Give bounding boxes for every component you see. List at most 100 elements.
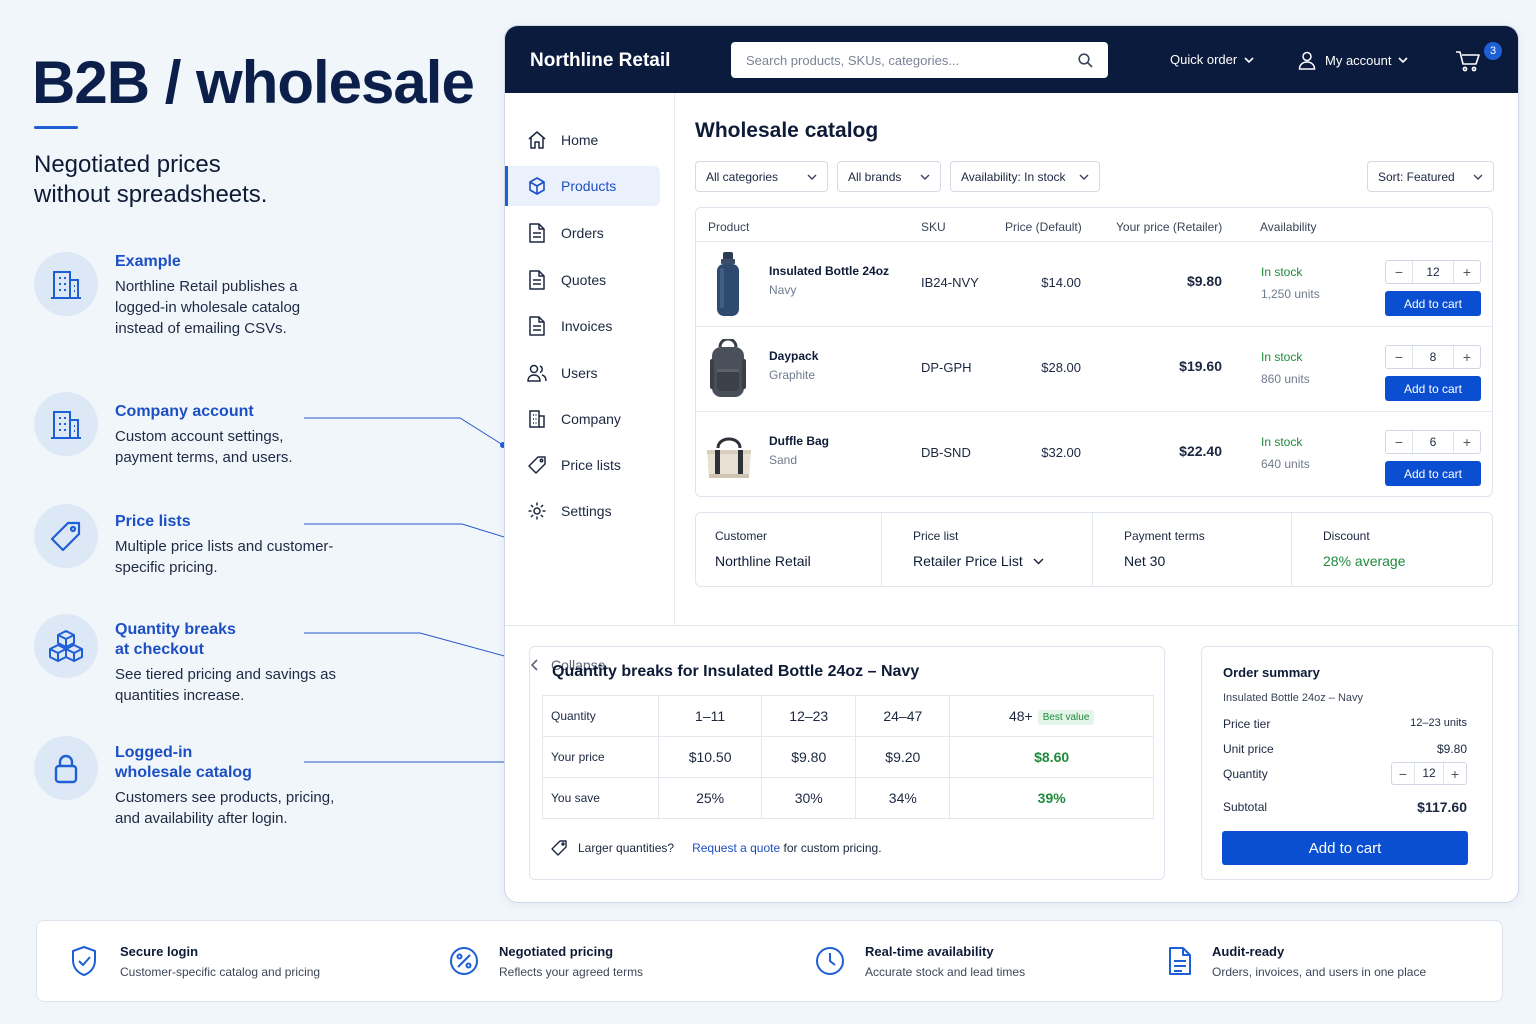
stock-status: In stock xyxy=(1261,350,1303,364)
sidebar-item-settings[interactable]: Settings xyxy=(505,491,660,531)
clock-icon xyxy=(815,946,845,976)
benefit-negotiated-pricing: Negotiated pricing Reflects your agreed t… xyxy=(449,921,643,1001)
quantity-breaks-table: Quantity 1–11 12–23 24–47 48+ Best value … xyxy=(542,695,1154,819)
column-header-availability: Availability xyxy=(1260,220,1317,234)
decrement-button[interactable]: − xyxy=(1394,434,1404,450)
increment-button[interactable]: + xyxy=(1462,349,1472,365)
add-to-cart-button[interactable]: Add to cart xyxy=(1222,831,1468,865)
filter-label: All brands xyxy=(848,169,902,184)
price-list-label: Price list xyxy=(913,529,959,543)
benefit-audit-ready: Audit-ready Orders, invoices, and users i… xyxy=(1168,921,1426,1001)
shield-check-icon xyxy=(70,945,98,977)
price-list-selector[interactable]: Price list Retailer Price List xyxy=(881,513,1092,586)
tag-icon xyxy=(527,455,547,475)
sort-label: Sort: Featured xyxy=(1378,169,1455,184)
hero-title: B2B / wholesale xyxy=(32,49,475,116)
table-row: You save 25% 30% 34% 39% xyxy=(542,777,1154,819)
savings-cell-best: 39% xyxy=(949,777,1154,819)
sidebar-item-quotes[interactable]: Quotes xyxy=(505,260,660,300)
quick-order-menu[interactable]: Quick order xyxy=(1170,52,1255,67)
price-cell-best: $8.60 xyxy=(949,736,1154,778)
add-to-cart-button[interactable]: Add to cart xyxy=(1385,291,1481,316)
decrement-button[interactable]: − xyxy=(1394,264,1404,280)
stock-units: 860 units xyxy=(1261,372,1310,386)
sidebar-item-label: Quotes xyxy=(561,272,607,288)
users-icon xyxy=(527,363,547,383)
percent-icon xyxy=(449,946,479,976)
account-info-bar: Customer Northline Retail Price list Ret… xyxy=(695,512,1493,587)
sidebar-item-home[interactable]: Home xyxy=(505,120,660,160)
user-icon xyxy=(1297,50,1317,70)
quote-note-suffix: for custom pricing. xyxy=(783,841,882,855)
decrement-button[interactable]: − xyxy=(1398,765,1408,782)
sidebar-item-price-lists[interactable]: Price lists xyxy=(505,445,660,485)
add-to-cart-button[interactable]: Add to cart xyxy=(1385,376,1481,401)
collapse-sidebar-button[interactable]: Collapse xyxy=(531,657,605,673)
feature-title: Logged-in xyxy=(115,744,193,761)
quantity-value[interactable]: 12 xyxy=(1412,261,1454,283)
increment-button[interactable]: + xyxy=(1450,765,1460,782)
quantity-value[interactable]: 6 xyxy=(1412,431,1454,453)
feature-body: Customers see products, pricing, and ava… xyxy=(115,789,335,827)
box-icon xyxy=(527,176,547,196)
category-filter-dropdown[interactable]: All categories xyxy=(695,161,828,192)
sidebar-item-users[interactable]: Users xyxy=(505,353,660,393)
search-input[interactable] xyxy=(731,42,1108,78)
product-name[interactable]: Duffle Bag xyxy=(769,434,829,448)
bottle-product-image xyxy=(708,250,748,318)
decrement-button[interactable]: − xyxy=(1394,349,1404,365)
payment-terms-label: Payment terms xyxy=(1124,529,1205,543)
price-row-label: Your price xyxy=(542,736,659,778)
discount-value: 28% average xyxy=(1323,553,1406,569)
product-name[interactable]: Insulated Bottle 24oz xyxy=(769,264,890,278)
quantity-value[interactable]: 8 xyxy=(1412,346,1454,368)
product-name[interactable]: Daypack xyxy=(769,349,819,363)
increment-button[interactable]: + xyxy=(1462,264,1472,280)
price-tier-row: Price tier 12–23 units xyxy=(1223,717,1467,731)
chevron-down-icon xyxy=(920,174,930,180)
my-account-label: My account xyxy=(1325,52,1392,68)
brand-filter-dropdown[interactable]: All brands xyxy=(837,161,941,192)
feature-company-account: Company account Custom account settings,… xyxy=(34,392,334,472)
sidebar-item-orders[interactable]: Orders xyxy=(505,213,660,253)
discount-label: Discount xyxy=(1323,529,1370,543)
feature-body: Northline Retail publishes a logged-in w… xyxy=(115,278,301,337)
tag-icon xyxy=(34,504,98,568)
sort-dropdown[interactable]: Sort: Featured xyxy=(1367,161,1494,192)
duffle-bag-product-image xyxy=(702,426,756,482)
sidebar-item-products[interactable]: Products xyxy=(505,166,660,206)
increment-button[interactable]: + xyxy=(1462,434,1472,450)
search-icon[interactable] xyxy=(1078,53,1093,68)
feature-title: Quantity breaks xyxy=(115,621,236,638)
product-sku: DB-SND xyxy=(921,445,971,460)
feature-body: Custom account settings, payment terms, … xyxy=(115,428,293,466)
product-variant: Navy xyxy=(769,283,797,297)
quantity-stepper: − 8 + xyxy=(1385,345,1481,369)
your-price: $19.60 xyxy=(1179,358,1222,374)
quantity-breaks-panel: Quantity breaks for Insulated Bottle 24o… xyxy=(529,646,1165,880)
hero-subtitle: Negotiated prices without spreadsheets. xyxy=(34,150,354,210)
hero-divider xyxy=(34,126,78,129)
feature-logged-in-catalog: Logged-in wholesale catalog Customers se… xyxy=(34,736,334,856)
feature-title-line-2: wholesale catalog xyxy=(115,764,252,781)
customer-value: Northline Retail xyxy=(715,553,811,569)
table-row: Quantity 1–11 12–23 24–47 48+ Best value xyxy=(542,695,1154,737)
price-default: $28.00 xyxy=(1041,360,1081,375)
cart-icon[interactable] xyxy=(1455,50,1481,72)
my-account-menu[interactable]: My account xyxy=(1297,50,1409,70)
availability-filter-dropdown[interactable]: Availability: In stock xyxy=(950,161,1100,192)
chevron-down-icon xyxy=(1473,174,1483,180)
feature-title: Company account xyxy=(115,403,254,420)
add-to-cart-button[interactable]: Add to cart xyxy=(1385,461,1481,486)
brand-logo[interactable]: Northline Retail xyxy=(530,50,671,71)
quote-note-prefix: Larger quantities? xyxy=(578,841,675,855)
quantity-value[interactable]: 12 xyxy=(1414,763,1444,784)
unit-price-label: Unit price xyxy=(1223,742,1274,756)
sidebar-item-company[interactable]: Company xyxy=(505,399,660,439)
column-header-price-default: Price (Default) xyxy=(1005,220,1082,234)
tier-label: 48+ xyxy=(1008,707,1033,724)
quantity-stepper: − 12 + xyxy=(1391,762,1467,785)
price-tier-value: 12–23 units xyxy=(1410,717,1467,729)
sidebar-item-invoices[interactable]: Invoices xyxy=(505,306,660,346)
request-quote-link[interactable]: Request a quote xyxy=(692,841,781,855)
